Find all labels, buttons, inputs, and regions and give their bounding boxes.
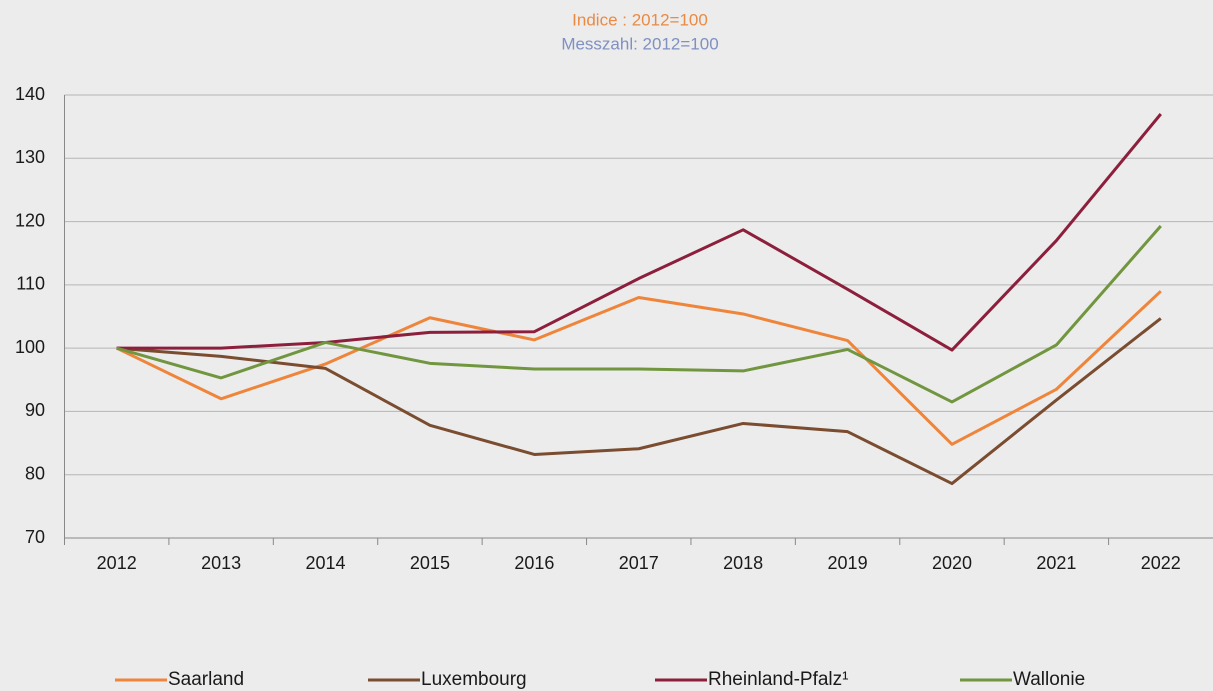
chart-subtitle: Messzahl: 2012=100 — [561, 34, 718, 53]
y-tick-label: 110 — [16, 274, 45, 294]
x-tick-label: 2020 — [932, 553, 972, 573]
x-tick-label: 2013 — [201, 553, 241, 573]
x-tick-label: 2018 — [723, 553, 763, 573]
legend-label: Luxembourg — [421, 669, 527, 690]
x-tick-label: 2015 — [410, 553, 450, 573]
legend-label: Rheinland-Pfalz¹ — [708, 669, 848, 690]
y-tick-label: 120 — [15, 210, 45, 230]
y-tick-label: 140 — [15, 84, 45, 104]
x-tick-label: 2021 — [1036, 553, 1076, 573]
legend-label: Wallonie — [1013, 669, 1085, 690]
y-tick-label: 80 — [25, 463, 45, 483]
legend-label: Saarland — [168, 669, 244, 690]
y-tick-label: 90 — [25, 400, 45, 420]
series-line — [116, 317, 1162, 486]
series-line — [116, 290, 1162, 446]
y-tick-label: 130 — [15, 147, 45, 167]
series-line — [116, 113, 1162, 352]
series-line — [116, 225, 1162, 404]
x-tick-label: 2017 — [619, 553, 659, 573]
x-tick-label: 2022 — [1141, 553, 1181, 573]
chart-title: Indice : 2012=100 — [572, 10, 708, 29]
x-tick-label: 2012 — [97, 553, 137, 573]
x-tick-label: 2019 — [828, 553, 868, 573]
x-tick-label: 2014 — [305, 553, 345, 573]
y-tick-label: 70 — [25, 527, 45, 547]
y-tick-label: 100 — [15, 337, 45, 357]
x-tick-label: 2016 — [514, 553, 554, 573]
